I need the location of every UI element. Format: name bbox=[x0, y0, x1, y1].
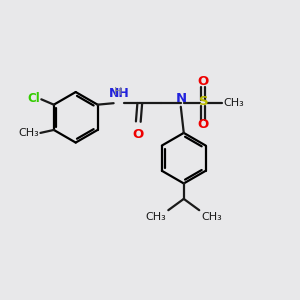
Text: CH₃: CH₃ bbox=[145, 212, 166, 222]
Text: NH: NH bbox=[109, 87, 129, 100]
Text: CH₃: CH₃ bbox=[19, 128, 39, 138]
Text: H: H bbox=[114, 87, 122, 97]
Text: S: S bbox=[199, 95, 208, 108]
Text: CH₃: CH₃ bbox=[223, 98, 244, 108]
Text: N: N bbox=[176, 92, 187, 105]
Text: O: O bbox=[197, 118, 209, 131]
Text: O: O bbox=[133, 128, 144, 141]
Text: CH₃: CH₃ bbox=[202, 212, 222, 222]
Text: Cl: Cl bbox=[27, 92, 40, 105]
Text: O: O bbox=[197, 75, 209, 88]
